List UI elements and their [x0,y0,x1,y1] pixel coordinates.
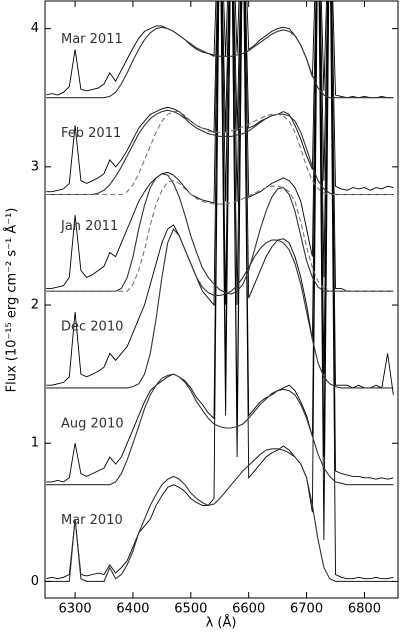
y-axis-label: Flux (10⁻¹⁵ erg cm⁻² s⁻¹ Å⁻¹) [4,208,20,393]
spectrum [46,1,394,292]
x-tick-label: 6500 [174,602,207,617]
spectrum [46,1,394,99]
y-tick-label: 2 [31,298,39,313]
model-fit [46,26,394,99]
y-tick-label: 1 [31,436,39,451]
y-tick-label: 3 [31,159,39,174]
x-tick-label: 6600 [232,602,265,617]
model-fit [46,448,394,582]
epoch-label: Jan 2011 [60,219,118,234]
x-tick-label: 6400 [116,602,149,617]
spectrum [46,1,394,580]
model-fit [46,227,394,389]
model-fit [46,109,394,196]
epoch-label: Dec 2010 [61,320,123,335]
x-axis-label: λ (Å) [206,615,237,631]
model-fit [46,373,394,486]
y-tick-label: 0 [31,574,39,589]
model-fit [46,173,394,295]
epoch-label: Mar 2010 [61,513,123,528]
model-fit [46,111,394,196]
epoch-label: Feb 2011 [61,126,121,141]
x-tick-label: 6800 [348,602,381,617]
x-tick-label: 6700 [290,602,323,617]
y-tick-label: 4 [31,21,39,36]
plot-area [46,1,394,582]
epoch-label: Mar 2011 [61,32,123,47]
model-fit [46,180,394,292]
plot-frame [44,0,399,599]
spectrum [46,1,394,193]
epoch-label: Aug 2010 [61,416,124,431]
x-tick-label: 6300 [59,602,92,617]
spectrum [46,1,394,483]
spectrum [46,1,394,395]
